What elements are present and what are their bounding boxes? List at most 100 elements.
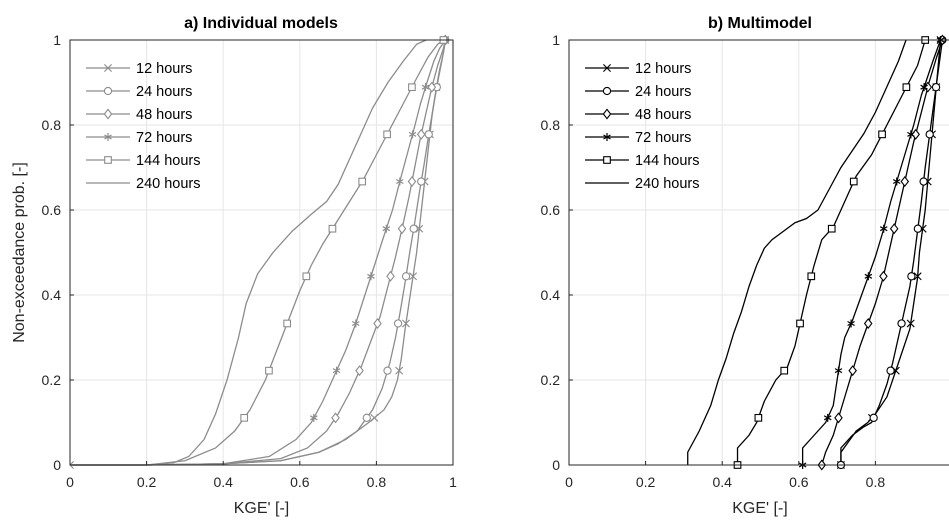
- chart-title: a) Individual models: [184, 15, 338, 32]
- series-marker-48-hours: [923, 81, 933, 93]
- series-marker-48-hours: [386, 270, 395, 282]
- panel-multimodel: 0 0.2 0.4 0.6 0.8 0 0.2 0.4 0.6 0.8 1 b) Multimodel…: [541, 15, 949, 517]
- legend-marker-12-hours: [603, 64, 611, 72]
- axes-frame: [568, 39, 949, 466]
- series-marker-144-hours: [328, 224, 337, 233]
- series-marker-24-hours: [886, 366, 895, 375]
- series-marker-144-hours: [240, 413, 249, 422]
- series-marker-72-hours: [864, 272, 873, 281]
- legend-marker-48-hours: [103, 108, 113, 120]
- series-marker-24-hours: [401, 272, 411, 281]
- x-tick-label: 1: [449, 474, 457, 490]
- y-tick-label: 0: [552, 457, 560, 473]
- series-marker-144-hours: [878, 130, 886, 139]
- series-marker-144-hours: [902, 83, 911, 92]
- legend-label-72-hours: 72 hours: [635, 130, 691, 146]
- series-marker-144-hours: [827, 224, 836, 233]
- series-group: [70, 34, 450, 469]
- series-marker-48-hours: [416, 128, 426, 140]
- y-tick-label: 0.4: [541, 287, 561, 303]
- series-marker-48-hours: [355, 365, 364, 377]
- series-marker-24-hours: [919, 177, 928, 186]
- series-marker-72-hours: [823, 413, 832, 422]
- series-marker-72-hours: [396, 177, 404, 186]
- series-line-72-hours: [801, 39, 942, 465]
- y-tick-label: 0.8: [541, 117, 561, 133]
- series-marker-24-hours: [409, 224, 418, 233]
- legend-label-12-hours: 12 hours: [635, 61, 691, 77]
- series-marker-24-hours: [925, 130, 934, 139]
- legend: 12 hours 24 hours 48 hours 72 hours 144 hour…: [86, 61, 201, 192]
- series-marker-12-hours: [395, 366, 404, 375]
- y-tick-label: 0.2: [541, 372, 561, 388]
- legend-label-12-hours: 12 hours: [136, 61, 192, 77]
- series-marker-144-hours: [780, 366, 789, 375]
- legend-label-240-hours: 240 hours: [136, 176, 201, 192]
- series-line-240-hours: [687, 39, 907, 465]
- x-axis-label: KGE' [-]: [234, 500, 290, 517]
- y-tick-label: 0.6: [541, 202, 561, 218]
- series-marker-24-hours: [417, 177, 426, 186]
- series-marker-24-hours: [383, 366, 392, 375]
- series-marker-48-hours: [848, 365, 857, 377]
- x-tick-label: 0.2: [636, 474, 656, 490]
- series-marker-72-hours: [408, 130, 417, 139]
- series-marker-24-hours: [424, 130, 433, 139]
- series-marker-72-hours: [351, 319, 360, 328]
- x-tick-label: 0.6: [789, 474, 809, 490]
- y-tick-label: 1: [552, 32, 560, 48]
- series-marker-72-hours: [367, 272, 375, 281]
- series-marker-48-hours: [863, 317, 873, 329]
- x-tick-label: 0.8: [367, 474, 387, 490]
- legend-marker-24-hours: [602, 86, 612, 96]
- series-line-48-hours: [821, 39, 944, 466]
- series-marker-24-hours: [897, 319, 906, 328]
- series-marker-144-hours: [358, 177, 367, 186]
- series-marker-144-hours: [849, 177, 858, 186]
- series-marker-24-hours: [362, 413, 371, 422]
- plot-area: [569, 40, 949, 465]
- series-marker-144-hours: [265, 366, 273, 375]
- series-marker-144-hours: [807, 272, 816, 281]
- legend-label-144-hours: 144 hours: [136, 153, 201, 169]
- legend-label-144-hours: 144 hours: [635, 153, 700, 169]
- legend-marker-72-hours: [104, 133, 112, 141]
- series-marker-144-hours: [754, 413, 763, 422]
- x-tick-label: 0.6: [290, 474, 310, 490]
- series-marker-12-hours: [70, 461, 74, 469]
- series-marker-144-hours: [408, 83, 416, 92]
- chart-title: b) Multimodel: [708, 15, 812, 32]
- y-tick-label: 1: [53, 32, 61, 48]
- legend-label-24-hours: 24 hours: [635, 84, 691, 100]
- series-marker-48-hours: [900, 176, 910, 188]
- legend-label-72-hours: 72 hours: [136, 130, 192, 146]
- legend-label-24-hours: 24 hours: [136, 84, 192, 100]
- series-marker-24-hours: [907, 272, 916, 281]
- series-line-48-hours: [70, 39, 446, 466]
- x-tick-label: 0.4: [213, 474, 233, 490]
- series-marker-72-hours: [332, 366, 341, 375]
- legend-marker-24-hours: [103, 86, 113, 96]
- series-marker-72-hours: [834, 366, 843, 375]
- series-marker-12-hours: [409, 272, 418, 281]
- series-marker-72-hours: [310, 413, 318, 422]
- plot-area: [70, 40, 453, 465]
- x-tick-label: 0.4: [712, 474, 732, 490]
- y-tick-label: 0: [53, 457, 61, 473]
- legend-marker-12-hours: [104, 64, 112, 72]
- series-marker-12-hours: [370, 413, 379, 422]
- y-tick-label: 0.6: [42, 202, 62, 218]
- legend-label-48-hours: 48 hours: [635, 107, 691, 123]
- x-tick-label: 0: [66, 474, 74, 490]
- series-marker-72-hours: [382, 224, 391, 233]
- axes-frame: [69, 39, 454, 466]
- series-group: [687, 34, 947, 471]
- legend-marker-144-hours: [104, 156, 112, 164]
- series-marker-48-hours: [834, 412, 843, 424]
- legend-label-240-hours: 240 hours: [635, 176, 700, 192]
- series-marker-48-hours: [879, 270, 888, 282]
- y-tick-label: 0.2: [42, 372, 62, 388]
- series-marker-72-hours: [892, 177, 901, 186]
- y-tick-label: 0.4: [42, 287, 62, 303]
